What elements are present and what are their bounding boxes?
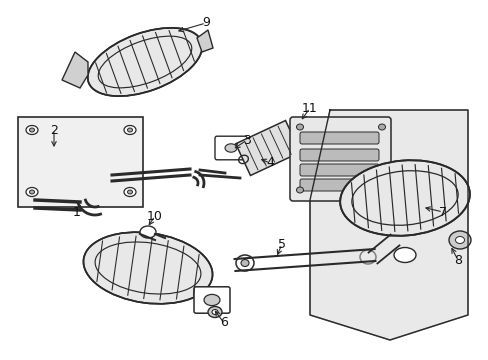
- Ellipse shape: [83, 232, 212, 304]
- Ellipse shape: [124, 126, 136, 135]
- Ellipse shape: [127, 190, 132, 194]
- FancyBboxPatch shape: [299, 132, 378, 144]
- Ellipse shape: [224, 144, 237, 152]
- Text: 10: 10: [147, 210, 163, 222]
- Ellipse shape: [454, 237, 464, 243]
- Ellipse shape: [241, 260, 248, 266]
- Ellipse shape: [124, 188, 136, 197]
- Ellipse shape: [140, 226, 156, 238]
- Ellipse shape: [359, 250, 375, 264]
- Ellipse shape: [378, 124, 385, 130]
- Ellipse shape: [212, 310, 218, 315]
- FancyBboxPatch shape: [299, 164, 378, 176]
- Polygon shape: [309, 110, 467, 340]
- Ellipse shape: [127, 128, 132, 132]
- Text: 8: 8: [453, 253, 461, 266]
- Text: 9: 9: [202, 17, 209, 30]
- Ellipse shape: [296, 187, 303, 193]
- Ellipse shape: [26, 126, 38, 135]
- Ellipse shape: [340, 160, 469, 236]
- Ellipse shape: [393, 248, 415, 262]
- Text: 4: 4: [265, 157, 273, 170]
- Text: 11: 11: [302, 102, 317, 114]
- Ellipse shape: [87, 28, 202, 96]
- Ellipse shape: [296, 124, 303, 130]
- Ellipse shape: [29, 128, 35, 132]
- FancyBboxPatch shape: [235, 121, 300, 175]
- Ellipse shape: [207, 306, 222, 318]
- FancyBboxPatch shape: [299, 179, 378, 191]
- Ellipse shape: [29, 190, 35, 194]
- FancyBboxPatch shape: [299, 149, 378, 161]
- FancyBboxPatch shape: [194, 287, 229, 313]
- Bar: [18, 117, 142, 207]
- Text: 5: 5: [278, 238, 285, 251]
- Ellipse shape: [26, 188, 38, 197]
- Ellipse shape: [236, 255, 253, 271]
- FancyBboxPatch shape: [289, 117, 390, 201]
- Polygon shape: [197, 30, 213, 52]
- Ellipse shape: [378, 187, 385, 193]
- Text: 2: 2: [50, 123, 58, 136]
- Text: 7: 7: [438, 206, 446, 219]
- Text: 1: 1: [73, 207, 81, 220]
- Ellipse shape: [203, 294, 220, 306]
- Text: 6: 6: [220, 316, 227, 329]
- Ellipse shape: [448, 231, 470, 249]
- Polygon shape: [62, 52, 88, 88]
- Text: 3: 3: [243, 134, 250, 147]
- FancyBboxPatch shape: [215, 136, 246, 160]
